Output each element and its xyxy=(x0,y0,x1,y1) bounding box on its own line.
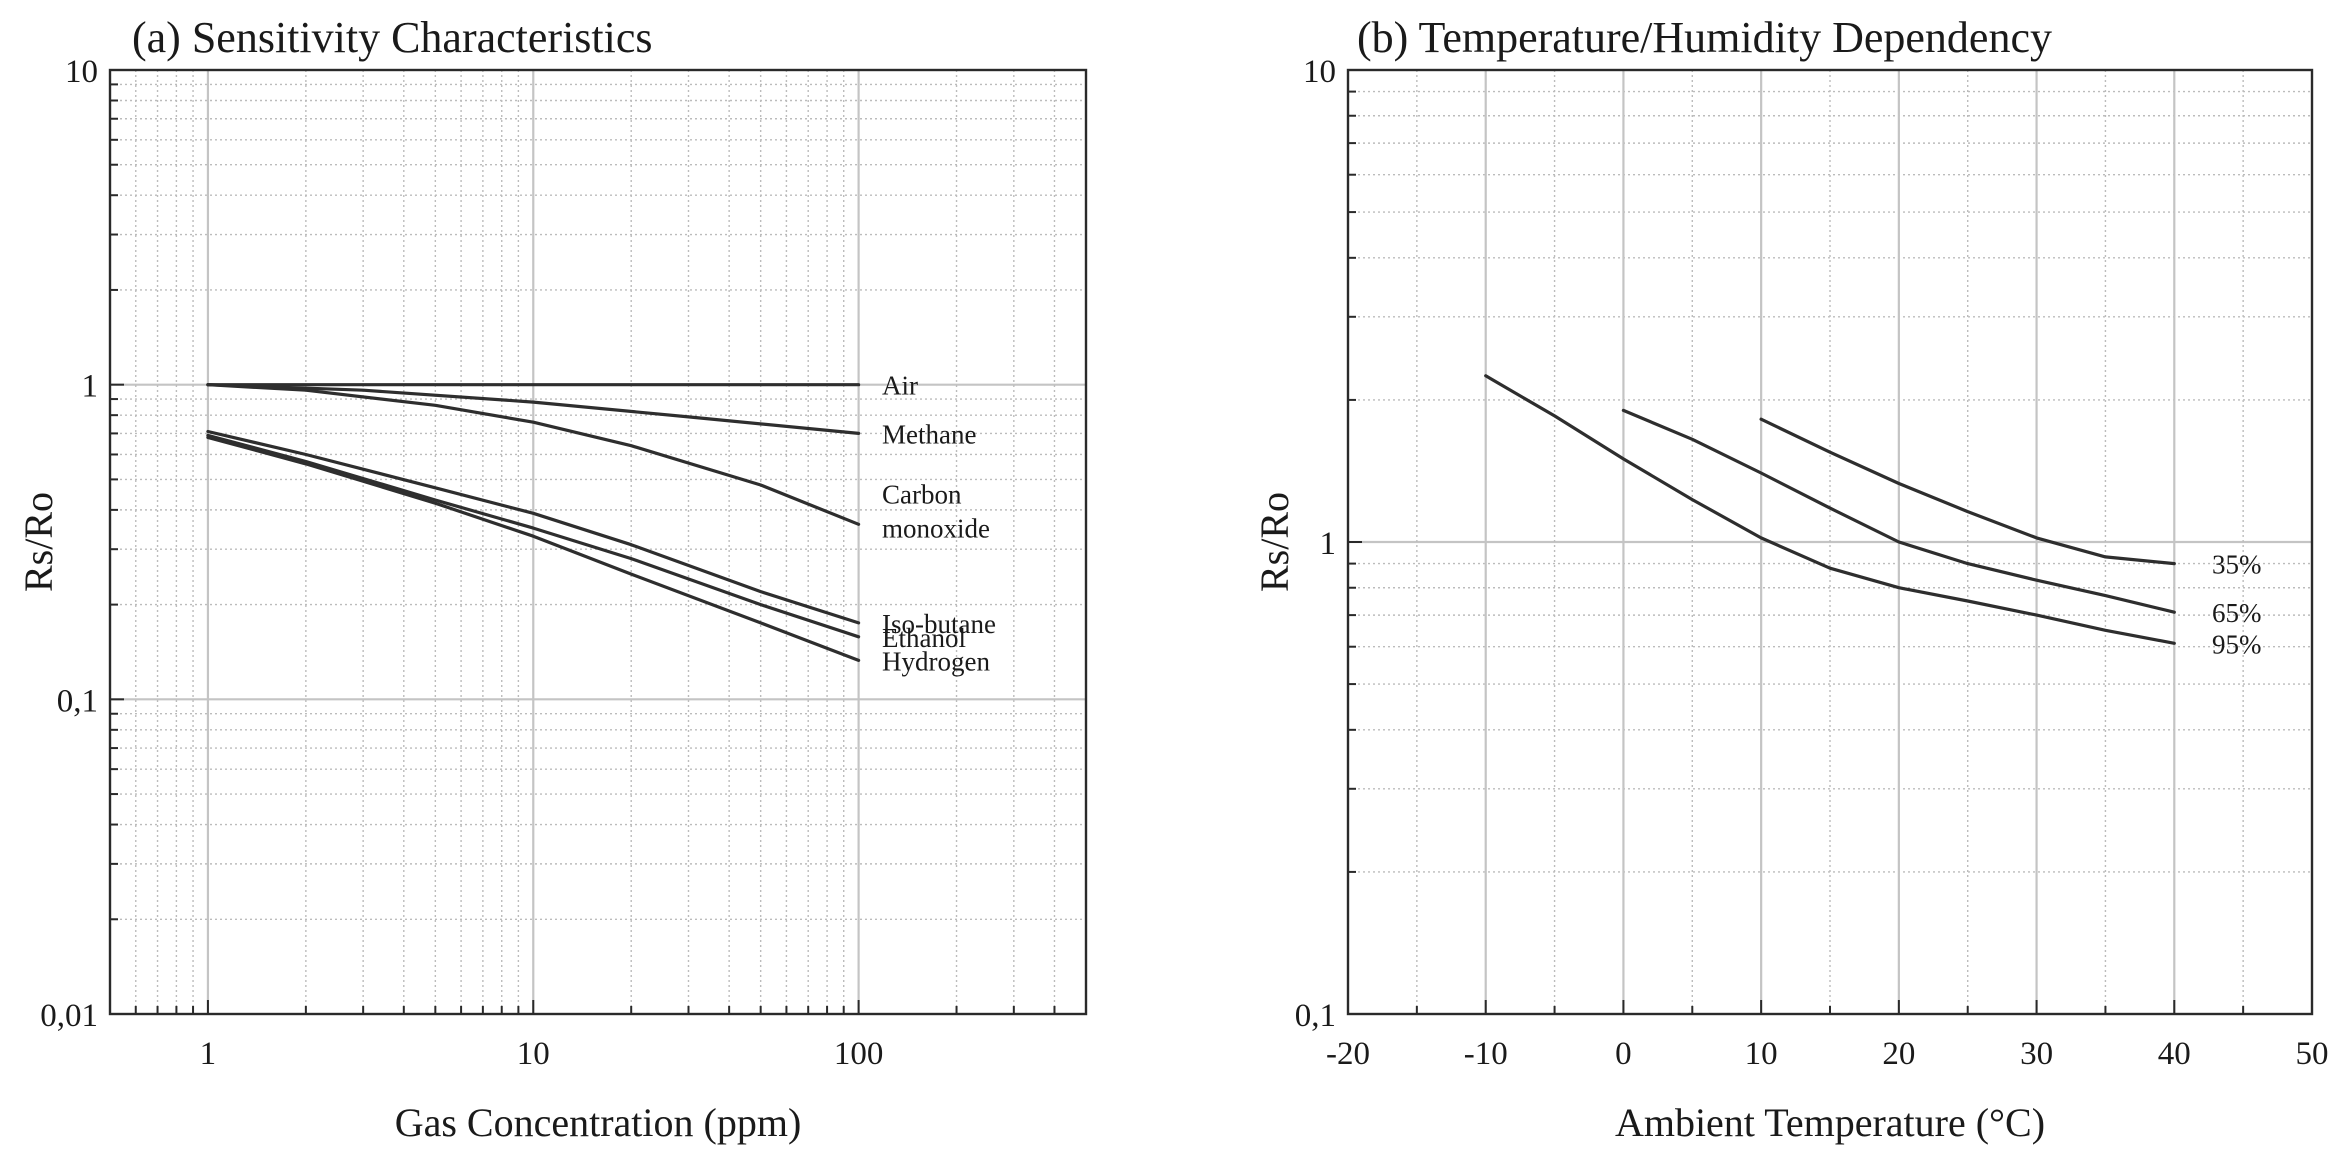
chart-a-series-lines xyxy=(206,383,861,663)
series-label-hydrogen: Hydrogen xyxy=(882,646,990,676)
y-tick-label: 0,01 xyxy=(40,998,98,1034)
series-label-iso-butane: Iso-butane xyxy=(882,609,996,639)
x-tick-label: 0 xyxy=(1615,1036,1632,1072)
series-label-ethanol: Ethanol xyxy=(882,623,966,653)
series-label-carbon-monoxide: monoxide xyxy=(882,513,990,543)
chart-b-x-tick-labels: -20 -10 0 10 20 30 40 50 xyxy=(1326,1036,2329,1072)
series-label-35: 35% xyxy=(2212,550,2262,580)
y-tick-label: 1 xyxy=(1320,526,1337,562)
x-tick-label: 10 xyxy=(517,1036,550,1072)
x-tick-label: 10 xyxy=(1745,1036,1778,1072)
series-label-carbon-monoxide: Carbon xyxy=(882,479,962,509)
series-line-carbon-monoxide xyxy=(206,383,861,526)
chart-a-plot-frame xyxy=(108,68,1088,1016)
series-label-65: 65% xyxy=(2212,598,2262,628)
chart-a-y-axis-label: Rs/Ro xyxy=(16,492,61,592)
chart-b-x-axis-label: Ambient Temperature (°C) xyxy=(1615,1100,2045,1145)
chart-a-grid xyxy=(110,70,1086,1014)
y-tick-label: 0,1 xyxy=(57,683,98,719)
x-tick-label: 20 xyxy=(1882,1036,1915,1072)
chart-a-series-labels: Air Methane Carbon monoxide Iso-butaneEthano… xyxy=(882,371,996,677)
x-tick-label: -10 xyxy=(1464,1036,1508,1072)
x-tick-label: 30 xyxy=(2020,1036,2053,1072)
y-tick-label: 1 xyxy=(82,369,99,405)
panel-b-temperature-humidity-chart: (b) Temperature/Humidity Dependency -20-… xyxy=(1252,13,2329,1145)
series-line-methane xyxy=(206,383,861,435)
chart-b-series-lines xyxy=(1484,374,2176,645)
x-tick-label: 50 xyxy=(2296,1036,2329,1072)
panel-a-sensitivity-chart: (a) Sensitivity Characteristics 1 10 100 1… xyxy=(16,13,1088,1145)
series-line-hydrogen xyxy=(206,435,861,663)
chart-a-title: (a) Sensitivity Characteristics xyxy=(132,13,653,62)
series-label-methane: Methane xyxy=(882,419,976,449)
series-line-iso-butane xyxy=(206,429,861,625)
y-tick-label: 0,1 xyxy=(1295,998,1336,1034)
chart-b-y-tick-labels: 10 1 0,1 xyxy=(1295,54,1336,1034)
chart-a-y-tick-labels: 10 1 0,1 0,01 xyxy=(40,54,98,1034)
x-tick-label: 1 xyxy=(200,1036,217,1072)
chart-b-title: (b) Temperature/Humidity Dependency xyxy=(1357,13,2052,62)
chart-b-grid xyxy=(1348,70,2312,1014)
y-tick-label: 10 xyxy=(65,54,98,90)
chart-a-x-axis-label: Gas Concentration (ppm) xyxy=(395,1100,802,1145)
series-line-ethanol xyxy=(206,433,861,639)
chart-a-x-tick-labels: 1 10 100 xyxy=(200,1036,884,1072)
series-line-95 xyxy=(1484,374,2176,645)
chart-b-y-axis-label: Rs/Ro xyxy=(1252,492,1297,592)
y-tick-label: 10 xyxy=(1303,54,1336,90)
x-tick-label: 40 xyxy=(2158,1036,2191,1072)
series-label-air: Air xyxy=(882,371,918,401)
x-tick-label: -20 xyxy=(1326,1036,1370,1072)
chart-b-series-labels: 35% 65%95% xyxy=(2212,550,2262,660)
series-line-35 xyxy=(1759,417,2176,566)
chart-b-axis-ticks xyxy=(1347,90,2313,1014)
series-label-95: 95% xyxy=(2212,629,2262,659)
x-tick-label: 100 xyxy=(834,1036,884,1072)
series-line-65 xyxy=(1621,408,2176,614)
chart-a-axis-ticks xyxy=(110,83,1056,1014)
